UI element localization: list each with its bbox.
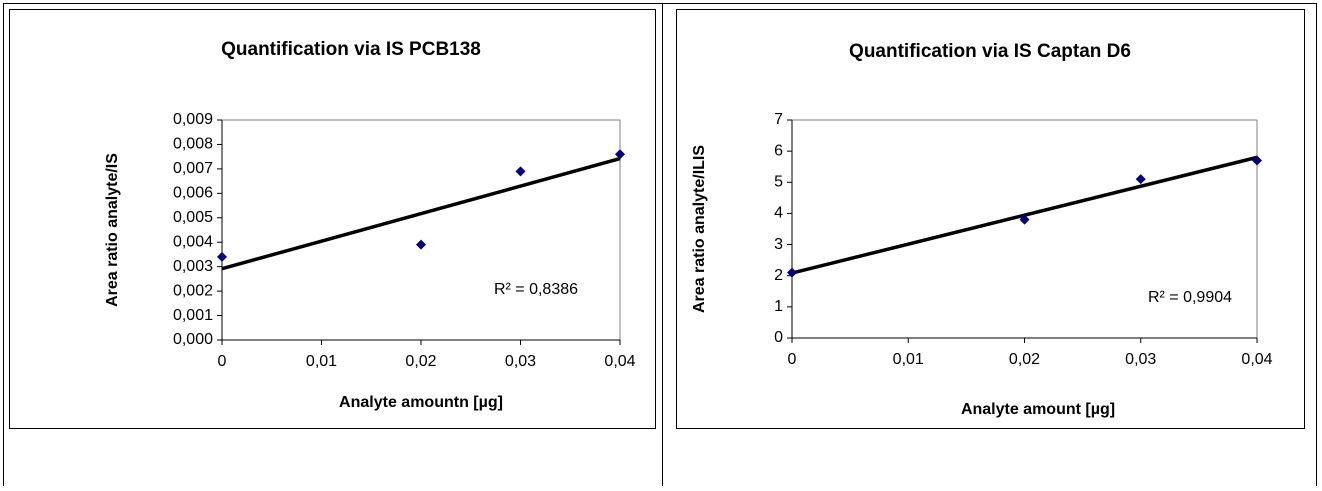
x-tick-label: 0,04	[1241, 351, 1272, 368]
y-tick-label: 0,001	[173, 307, 213, 324]
data-point	[217, 251, 227, 262]
data-point	[416, 239, 426, 250]
data-point	[1252, 155, 1262, 166]
y-tick-label: 0,004	[173, 233, 213, 250]
annotation: R² = 0,8386	[494, 281, 578, 298]
chart: Quantification via IS Captan D6 Area rati…	[676, 9, 1305, 429]
y-tick-label: 0,008	[173, 136, 213, 153]
chart-title: Quantification via IS Captan D6	[849, 41, 1131, 62]
y-tick-label: 0,006	[173, 185, 213, 202]
x-tick-label: 0	[218, 353, 227, 370]
table-borders	[3, 3, 1317, 486]
x-tick-label: 0	[788, 351, 797, 368]
x-tick-label: 0,02	[1009, 351, 1040, 368]
x-tick-label: 0,03	[505, 353, 536, 370]
y-tick-label: 7	[774, 111, 783, 128]
data-point	[615, 149, 625, 160]
x-tick-label: 0,04	[604, 353, 635, 370]
y-tick-label: 0,000	[173, 331, 213, 348]
y-tick-label: 0,002	[173, 282, 213, 299]
annotation: R² = 0,9904	[1148, 289, 1232, 306]
data-point	[787, 267, 797, 278]
chart-frame	[9, 9, 656, 429]
y-tick-label: 6	[774, 142, 783, 159]
y-axis-title: Area ratio analyte/IS	[104, 153, 121, 307]
y-tick-label: 4	[774, 205, 783, 222]
x-axis-title: Analyte amountn [µg]	[339, 394, 503, 411]
y-tick-label: 1	[774, 298, 783, 315]
data-point	[1019, 214, 1030, 225]
x-tick-label: 0,03	[1125, 351, 1156, 368]
y-tick-label: 0,003	[173, 258, 213, 275]
trendline	[221, 156, 621, 271]
x-axis-title: Analyte amount [µg]	[961, 401, 1115, 418]
y-tick-label: 0,007	[173, 160, 213, 177]
x-tick-label: 0,01	[306, 353, 337, 370]
chart: Quantification via IS PCB138 Area ratio a…	[9, 9, 656, 429]
x-tick-label: 0,01	[893, 351, 924, 368]
y-tick-label: 0	[774, 329, 783, 346]
y-tick-label: 3	[774, 236, 783, 253]
data-point	[1135, 174, 1146, 185]
y-axis-title: Area ratio analyte/ILIS	[691, 145, 708, 313]
chart-frame	[676, 9, 1305, 429]
y-tick-label: 0,005	[173, 209, 213, 226]
chart-title: Quantification via IS PCB138	[221, 39, 481, 60]
y-tick-label: 2	[774, 267, 783, 284]
y-tick-label: 0,009	[173, 111, 213, 128]
x-tick-label: 0,02	[405, 353, 436, 370]
data-point	[515, 166, 526, 177]
y-tick-label: 5	[774, 174, 783, 191]
